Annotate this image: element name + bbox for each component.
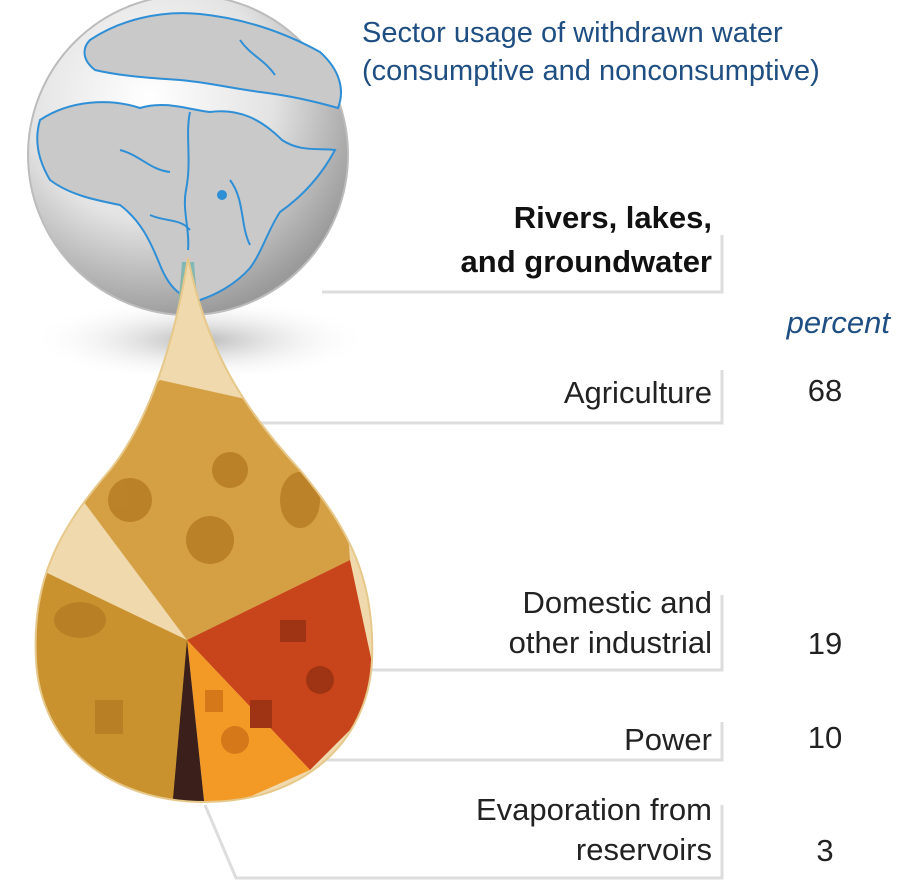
- title-line-2: (consumptive and nonconsumptive): [362, 55, 820, 87]
- globe: [27, 0, 349, 316]
- europe-landmass: [83, 12, 342, 110]
- leader-line-power: [285, 722, 724, 762]
- unit-label: percent: [786, 305, 890, 340]
- leader-line-domestic: [350, 595, 724, 672]
- source-label: Rivers, lakes, and groundwater: [312, 196, 712, 284]
- water-drop-outline: [34, 257, 374, 804]
- title-line-1: Sector usage of withdrawn water: [362, 17, 783, 49]
- sector-evaporation: [172, 640, 205, 802]
- sector-value-agriculture: 68: [807, 373, 843, 408]
- sector-value-evaporation: 3: [816, 833, 834, 868]
- sector-power: [187, 640, 310, 802]
- sector-label-domestic: Domestic and other industrial: [508, 585, 712, 660]
- leader-line-agriculture: [232, 370, 724, 425]
- sector-value-domestic: 19: [807, 626, 843, 661]
- leader-lines: [203, 235, 724, 880]
- africa-landmass: [36, 101, 337, 302]
- sector-label-agriculture: Agriculture: [563, 375, 712, 410]
- leader-line-evaporation: [203, 804, 724, 880]
- sector-domestic: [187, 560, 373, 770]
- chart-title: Sector usage of withdrawn water (consump…: [362, 14, 892, 90]
- sector-label-evaporation: Evaporation from reservoirs: [475, 792, 712, 867]
- sector-value-power: 10: [807, 720, 843, 755]
- leader-line-source: [322, 235, 724, 294]
- source-line-2: and groundwater: [460, 244, 712, 279]
- sector-label-power: Power: [624, 722, 712, 757]
- source-line-1: Rivers, lakes,: [513, 200, 712, 235]
